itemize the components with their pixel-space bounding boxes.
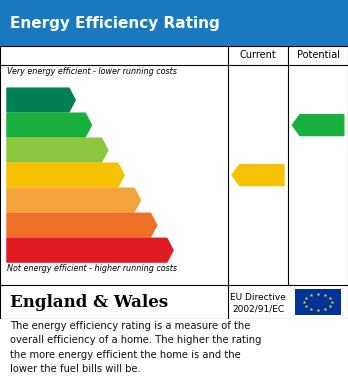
Polygon shape: [7, 88, 75, 112]
Text: (69-80): (69-80): [10, 145, 42, 154]
Text: A: A: [56, 93, 67, 107]
Polygon shape: [7, 238, 173, 262]
Polygon shape: [292, 115, 344, 136]
Text: F: F: [139, 218, 149, 232]
Bar: [295, 289, 341, 315]
Text: Energy Efficiency Rating: Energy Efficiency Rating: [10, 16, 220, 30]
Text: (39-54): (39-54): [10, 196, 41, 204]
Text: B: B: [73, 118, 84, 132]
Text: 62: 62: [253, 169, 270, 181]
Text: 86: 86: [313, 118, 331, 131]
Polygon shape: [232, 165, 284, 186]
Text: (92-100): (92-100): [10, 95, 47, 104]
Polygon shape: [7, 138, 108, 162]
Text: Not energy efficient - higher running costs: Not energy efficient - higher running co…: [7, 264, 177, 273]
Text: Potential: Potential: [296, 50, 340, 61]
Text: EU Directive: EU Directive: [230, 292, 286, 301]
Text: G: G: [154, 243, 165, 257]
Polygon shape: [7, 188, 141, 212]
Text: (81-91): (81-91): [10, 120, 42, 129]
Text: Very energy efficient - lower running costs: Very energy efficient - lower running co…: [7, 67, 177, 76]
Polygon shape: [7, 113, 92, 137]
Text: 2002/91/EC: 2002/91/EC: [232, 304, 284, 313]
Text: The energy efficiency rating is a measure of the
overall efficiency of a home. T: The energy efficiency rating is a measur…: [10, 321, 262, 374]
Polygon shape: [7, 163, 124, 187]
Text: Current: Current: [240, 50, 276, 61]
Text: E: E: [123, 193, 133, 207]
Text: D: D: [105, 168, 116, 182]
Polygon shape: [7, 213, 157, 237]
Text: (55-68): (55-68): [10, 170, 41, 179]
Text: C: C: [89, 143, 100, 157]
Text: (21-38): (21-38): [10, 221, 42, 230]
Text: England & Wales: England & Wales: [10, 294, 168, 310]
Text: (1-20): (1-20): [10, 246, 36, 255]
